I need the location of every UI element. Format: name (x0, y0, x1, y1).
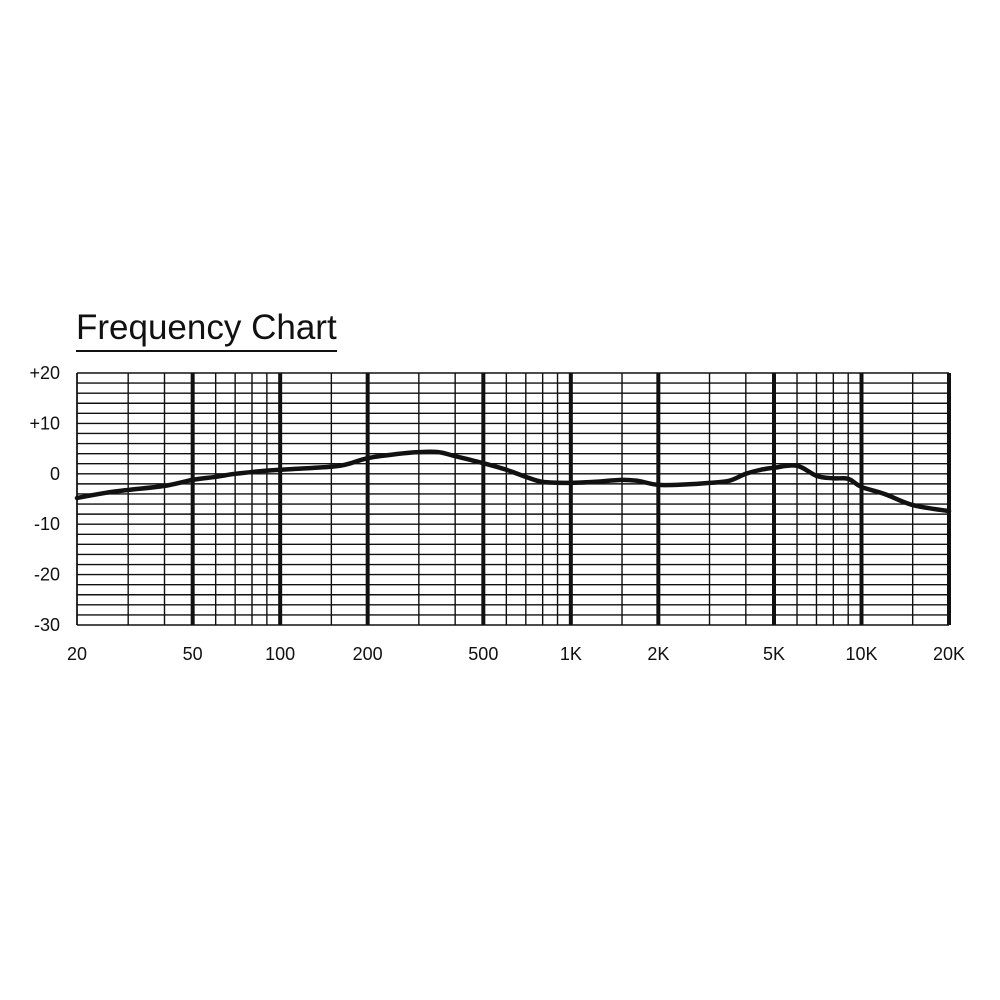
x-tick-label: 10K (845, 644, 877, 664)
y-tick-label: 0 (50, 464, 60, 484)
y-tick-label: -30 (34, 615, 60, 635)
x-tick-label: 5K (763, 644, 785, 664)
x-tick-label: 20K (933, 644, 965, 664)
x-tick-label: 2K (647, 644, 669, 664)
y-tick-label: -20 (34, 565, 60, 585)
y-tick-label: +20 (29, 363, 60, 383)
x-tick-label: 100 (265, 644, 295, 664)
x-tick-label: 1K (560, 644, 582, 664)
x-tick-label: 50 (183, 644, 203, 664)
x-tick-label: 20 (67, 644, 87, 664)
y-tick-label: -10 (34, 514, 60, 534)
response-curve (74, 449, 952, 514)
chart-title: Frequency Chart (76, 308, 337, 352)
y-tick-label: +10 (29, 413, 60, 433)
x-tick-label: 500 (468, 644, 498, 664)
x-tick-label: 200 (353, 644, 383, 664)
